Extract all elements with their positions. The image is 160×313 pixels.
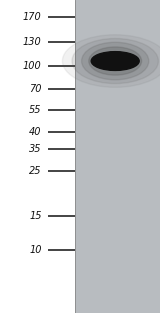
Text: 25: 25 [29,166,42,176]
Ellipse shape [89,47,142,75]
Ellipse shape [62,35,160,87]
Ellipse shape [82,42,149,80]
Text: 170: 170 [23,12,42,22]
Text: 70: 70 [29,84,42,94]
Text: 15: 15 [29,211,42,221]
Ellipse shape [91,52,139,70]
Text: 55: 55 [29,105,42,115]
Bar [75,0,160,313]
Text: 10: 10 [29,245,42,255]
Text: 35: 35 [29,144,42,154]
Ellipse shape [72,38,158,84]
Bar [0,0,75,313]
Text: 100: 100 [23,61,42,71]
Text: 40: 40 [29,127,42,137]
Text: 130: 130 [23,37,42,47]
